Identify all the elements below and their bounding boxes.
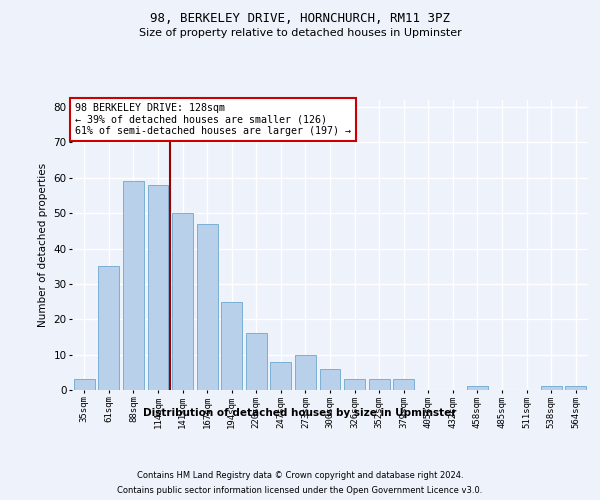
Text: Contains public sector information licensed under the Open Government Licence v3: Contains public sector information licen… <box>118 486 482 495</box>
Bar <box>172 213 193 390</box>
Bar <box>368 380 389 390</box>
Bar <box>74 380 95 390</box>
Bar <box>393 380 414 390</box>
Text: Contains HM Land Registry data © Crown copyright and database right 2024.: Contains HM Land Registry data © Crown c… <box>137 471 463 480</box>
Y-axis label: Number of detached properties: Number of detached properties <box>38 163 48 327</box>
Text: Size of property relative to detached houses in Upminster: Size of property relative to detached ho… <box>139 28 461 38</box>
Bar <box>148 185 169 390</box>
Bar <box>123 182 144 390</box>
Bar <box>565 386 586 390</box>
Bar <box>246 334 267 390</box>
Bar <box>344 380 365 390</box>
Bar <box>197 224 218 390</box>
Text: Distribution of detached houses by size in Upminster: Distribution of detached houses by size … <box>143 408 457 418</box>
Bar <box>295 354 316 390</box>
Bar <box>271 362 292 390</box>
Bar <box>467 386 488 390</box>
Text: 98 BERKELEY DRIVE: 128sqm
← 39% of detached houses are smaller (126)
61% of semi: 98 BERKELEY DRIVE: 128sqm ← 39% of detac… <box>74 103 350 136</box>
Bar <box>221 302 242 390</box>
Bar <box>320 369 340 390</box>
Bar <box>98 266 119 390</box>
Bar <box>541 386 562 390</box>
Text: 98, BERKELEY DRIVE, HORNCHURCH, RM11 3PZ: 98, BERKELEY DRIVE, HORNCHURCH, RM11 3PZ <box>150 12 450 26</box>
